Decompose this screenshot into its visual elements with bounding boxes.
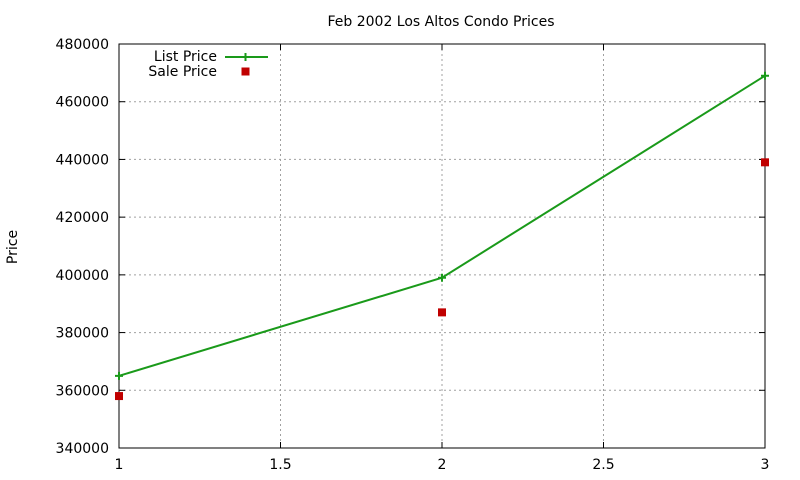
x-tick-label: 2 xyxy=(438,457,447,473)
x-tick-label: 1.5 xyxy=(269,457,291,473)
data-point-list-price xyxy=(115,371,123,380)
data-point-list-price xyxy=(761,71,769,80)
y-tick-label: 400000 xyxy=(56,268,109,284)
series-list-price xyxy=(115,71,769,380)
y-tick-label: 380000 xyxy=(56,326,109,342)
legend: List Price Sale Price xyxy=(148,49,268,80)
y-axis-label: Price xyxy=(5,230,21,264)
y-tick-label: 340000 xyxy=(56,441,109,457)
y-tick-label: 360000 xyxy=(56,383,109,399)
series-sale-price xyxy=(115,158,769,401)
data-point-sale-price xyxy=(438,308,446,317)
data-point-list-price xyxy=(438,273,446,282)
tick-labels: 1 1.5 2 2.5 3 340000 360000 380000 400000 420000 4… xyxy=(56,37,770,473)
legend-label-list-price: List Price xyxy=(154,49,217,65)
legend-marker-sale-price xyxy=(241,67,250,76)
data-point-sale-price xyxy=(115,392,123,401)
x-tick-label: 3 xyxy=(761,457,770,473)
legend-marker-list-price xyxy=(241,53,250,61)
chart-title: Feb 2002 Los Altos Condo Prices xyxy=(327,14,554,30)
gridlines xyxy=(119,44,765,448)
legend-label-sale-price: Sale Price xyxy=(148,64,217,80)
y-tick-label: 460000 xyxy=(56,95,109,111)
x-tick-label: 1 xyxy=(115,457,124,473)
series-layer xyxy=(115,71,769,401)
y-tick-label: 420000 xyxy=(56,210,109,226)
y-tick-label: 440000 xyxy=(56,152,109,168)
y-tick-label: 480000 xyxy=(56,37,109,53)
data-point-sale-price xyxy=(761,158,769,167)
x-tick-label: 2.5 xyxy=(592,457,614,473)
